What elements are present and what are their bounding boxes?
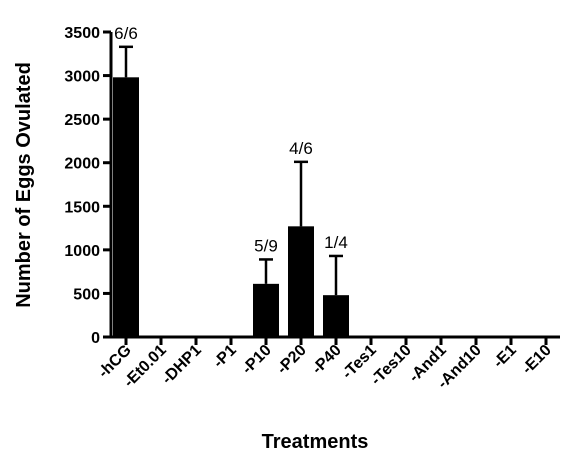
bar — [288, 226, 314, 337]
y-tick-label: 2500 — [64, 112, 100, 129]
bar-count-label: 5/9 — [254, 236, 278, 255]
x-tick-label: -P40 — [309, 342, 345, 378]
error-bars — [119, 45, 343, 296]
bar-labels: 6/6 5/9 4/6 1/4 — [114, 24, 348, 256]
bars — [113, 77, 349, 338]
x-tick-label: -E10 — [519, 342, 555, 378]
y-tick-label: 1500 — [64, 199, 100, 216]
y-axis: 0 500 1000 1500 2000 2500 3000 3500 — [64, 25, 113, 347]
bar-count-label: 4/6 — [289, 139, 313, 158]
bar-count-label: 6/6 — [114, 24, 138, 43]
x-tick-label: -E1 — [490, 342, 520, 372]
y-axis-title: Number of Eggs Ovulated — [13, 62, 35, 308]
x-tick-label: -DHP1 — [159, 342, 205, 388]
x-tick-label: -P20 — [274, 342, 310, 378]
x-tick-label: -P1 — [210, 342, 240, 372]
y-tick-label: 0 — [91, 330, 100, 347]
y-tick-label: 1000 — [64, 243, 100, 260]
x-tick-label: -P10 — [239, 342, 275, 378]
x-axis: -hCG-Et0.01-DHP1 -P1 -P10 -P20 -P40-Tes1-Tes… — [95, 335, 560, 392]
bar — [113, 77, 139, 338]
x-tick-label: -Tes10 — [368, 342, 415, 389]
y-tick-label: 500 — [73, 286, 100, 303]
x-axis-title: Treatments — [262, 431, 369, 453]
y-tick-label: 2000 — [64, 156, 100, 173]
bar-count-label: 1/4 — [324, 233, 348, 252]
y-tick-label: 3000 — [64, 69, 100, 86]
bar — [253, 283, 279, 337]
bar — [323, 295, 349, 337]
y-tick-label: 3500 — [64, 25, 100, 42]
